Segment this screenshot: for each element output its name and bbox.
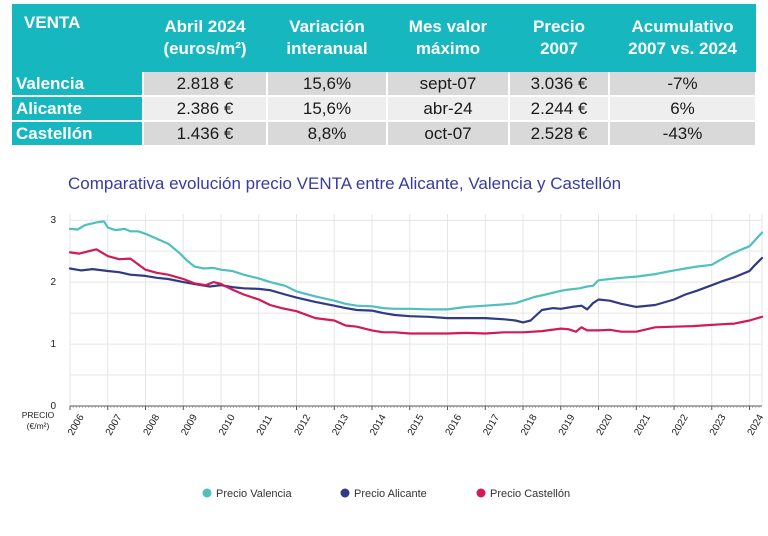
table-cell: -43%	[609, 121, 757, 147]
table-cell: 2.244 €	[509, 96, 610, 122]
table-cell: 8,8%	[267, 121, 388, 147]
table-row-castellon: Castellón 1.436 € 8,8% oct-07 2.528 € -4…	[12, 121, 757, 147]
table-cell: oct-07	[387, 121, 510, 147]
series-line-precio-valencia	[68, 220, 764, 311]
series-line-precio-castellon	[68, 248, 764, 335]
x-tick-label: 2006	[66, 412, 87, 437]
x-tick-label: 2009	[179, 412, 200, 437]
y-axis-label: (€/m²)	[27, 421, 50, 431]
line-chart: 0 1 2 3 2006 2007 2008 2009 2010 2011 2012 2013 2014…	[22, 214, 767, 500]
table-cell: sept-07	[387, 72, 510, 97]
table-cell: 2.386 €	[143, 96, 268, 122]
x-tick-label: 2018	[519, 412, 540, 437]
x-tick-label: 2021	[632, 412, 653, 437]
table-cell: 2.528 €	[509, 121, 610, 147]
chart-legend: Precio Valencia Precio Alicante Precio Cas…	[202, 488, 570, 500]
table-cell: 15,6%	[267, 72, 388, 97]
y-tick-label: 3	[50, 215, 56, 226]
table-row-alicante: Alicante 2.386 € 15,6% abr-24 2.244 € 6%	[12, 96, 757, 122]
x-tick-label: 2020	[595, 412, 616, 437]
x-tick-label: 2016	[444, 412, 465, 437]
chart-grid	[69, 214, 763, 407]
x-tick-label: 2008	[142, 412, 163, 437]
table-header-variacion: Variación interanual	[267, 4, 387, 72]
chart-series	[68, 220, 764, 335]
y-tick-label: 1	[50, 339, 56, 350]
legend-label: Precio Castellón	[490, 488, 570, 500]
chart-title: Comparativa evolución precio VENTA entre…	[68, 174, 622, 193]
table-cell: 1.436 €	[143, 121, 268, 147]
x-tick-label: 2024	[746, 412, 767, 437]
y-tick-label: 2	[50, 277, 56, 288]
table-header-mes-maximo: Mes valor máximo	[387, 4, 509, 72]
table-cell: 3.036 €	[509, 72, 610, 97]
x-tick-label: 2007	[104, 412, 125, 437]
table-cell: abr-24	[387, 96, 510, 122]
table-cell: 2.818 €	[143, 72, 268, 97]
x-tick-label: 2013	[330, 412, 351, 437]
legend-marker	[476, 488, 486, 498]
table-row-valencia: Valencia 2.818 € 15,6% sept-07 3.036 € -…	[12, 72, 757, 97]
legend-label: Precio Valencia	[216, 488, 292, 500]
legend-marker	[202, 488, 212, 498]
table-cell: 15,6%	[267, 96, 388, 122]
y-axis-label: PRECIO	[22, 410, 55, 420]
table-header-row: VENTA Abril 2024 (euros/m²) Variación in…	[12, 4, 756, 72]
x-tick-label: 2017	[481, 412, 502, 437]
x-tick-label: 2019	[557, 412, 578, 437]
x-tick-label: 2022	[670, 412, 691, 437]
row-label: Castellón	[12, 121, 144, 147]
table-header-acumulativo: Acumulativo 2007 vs. 2024	[609, 4, 756, 72]
table-cell: -7%	[609, 72, 757, 97]
price-table: VENTA Abril 2024 (euros/m²) Variación in…	[12, 4, 757, 147]
table-header-venta: VENTA	[12, 4, 143, 72]
table-cell: 6%	[609, 96, 757, 122]
table-header-abril-2024: Abril 2024 (euros/m²)	[143, 4, 267, 72]
legend-marker	[340, 488, 350, 498]
series-line-precio-alicante	[68, 256, 764, 324]
y-tick-label: 0	[50, 401, 56, 412]
x-tick-label: 2011	[255, 413, 275, 438]
x-tick-label: 2015	[406, 412, 427, 437]
table-header-precio-2007: Precio 2007	[509, 4, 609, 72]
x-tick-label: 2014	[368, 412, 389, 437]
x-tick-label: 2012	[293, 412, 314, 437]
row-label: Alicante	[12, 96, 144, 122]
x-tick-label: 2023	[708, 412, 729, 437]
legend-label: Precio Alicante	[354, 488, 427, 500]
x-tick-label: 2010	[217, 412, 238, 437]
row-label: Valencia	[12, 72, 144, 97]
